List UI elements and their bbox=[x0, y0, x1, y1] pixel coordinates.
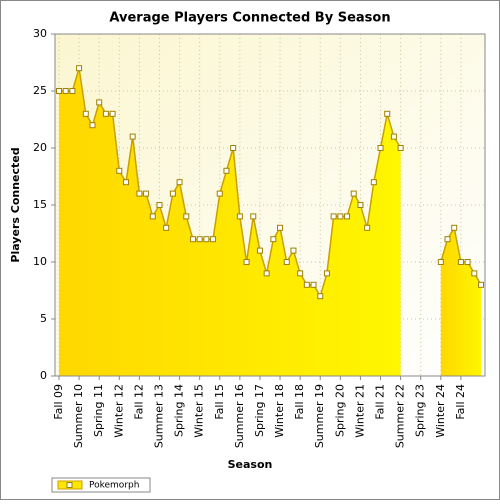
y-tick-label: 5 bbox=[40, 312, 47, 325]
x-tick-label: Summer 19 bbox=[313, 384, 326, 448]
x-tick-label: Winter 15 bbox=[193, 384, 206, 438]
marker bbox=[143, 190, 150, 197]
marker bbox=[330, 213, 337, 220]
marker bbox=[478, 281, 484, 288]
marker bbox=[56, 88, 62, 94]
y-tick-label: 25 bbox=[33, 84, 47, 97]
y-tick-label: 10 bbox=[33, 255, 47, 268]
marker bbox=[136, 190, 143, 197]
x-tick-label: Winter 21 bbox=[353, 384, 366, 438]
marker bbox=[317, 293, 324, 300]
marker bbox=[82, 110, 89, 117]
marker bbox=[451, 224, 458, 231]
line bbox=[59, 67, 402, 299]
marker bbox=[89, 122, 96, 129]
x-tick-label: Fall 15 bbox=[213, 384, 226, 420]
legend-label: Pokemorph bbox=[89, 481, 139, 491]
marker bbox=[216, 190, 223, 197]
marker bbox=[256, 247, 263, 254]
y-tick-label: 30 bbox=[33, 27, 47, 40]
x-tick-label: Winter 24 bbox=[434, 384, 447, 438]
x-tick-label: Fall 18 bbox=[293, 384, 306, 420]
x-tick-label: Fall 24 bbox=[454, 384, 467, 420]
marker bbox=[310, 281, 317, 288]
y-axis-label: Players Connected bbox=[9, 147, 22, 262]
marker bbox=[350, 190, 357, 197]
x-tick-label: Winter 18 bbox=[273, 384, 286, 438]
marker bbox=[156, 202, 163, 208]
x-tick-label: Spring 20 bbox=[333, 384, 346, 437]
x-tick-label: Fall 12 bbox=[132, 384, 145, 420]
marker bbox=[263, 270, 270, 277]
marker bbox=[223, 167, 230, 174]
x-tick-label: Fall 09 bbox=[52, 384, 65, 420]
marker bbox=[122, 179, 129, 186]
x-tick-label: Spring 17 bbox=[253, 384, 266, 437]
marker bbox=[297, 270, 304, 277]
marker bbox=[183, 213, 190, 220]
marker bbox=[243, 259, 250, 265]
y-tick-label: 20 bbox=[33, 141, 47, 154]
marker bbox=[109, 110, 116, 117]
marker bbox=[62, 88, 69, 94]
marker bbox=[377, 145, 384, 151]
marker bbox=[176, 179, 183, 186]
area bbox=[440, 227, 481, 376]
marker bbox=[323, 270, 330, 277]
x-tick-label: Summer 22 bbox=[394, 384, 407, 448]
x-tick-label: Spring 23 bbox=[414, 384, 427, 437]
marker bbox=[196, 236, 203, 243]
marker bbox=[390, 133, 397, 140]
marker bbox=[397, 145, 404, 151]
marker bbox=[290, 247, 297, 254]
marker bbox=[102, 110, 109, 117]
x-tick-label: Summer 10 bbox=[72, 384, 85, 448]
marker bbox=[357, 202, 364, 208]
marker bbox=[96, 99, 103, 106]
x-tick-label: Summer 16 bbox=[233, 384, 246, 448]
x-tick-label: Winter 12 bbox=[112, 384, 125, 438]
marker bbox=[189, 236, 196, 243]
marker bbox=[236, 213, 243, 220]
marker bbox=[464, 259, 471, 265]
x-tick-label: Spring 11 bbox=[92, 384, 105, 437]
chart-title: Average Players Connected By Season bbox=[109, 11, 390, 26]
marker bbox=[169, 190, 176, 197]
marker bbox=[344, 213, 351, 220]
marker bbox=[437, 259, 444, 265]
x-tick-label: Summer 13 bbox=[152, 384, 165, 448]
marker bbox=[250, 213, 257, 220]
y-tick-label: 0 bbox=[40, 369, 47, 382]
marker bbox=[203, 236, 210, 243]
marker bbox=[129, 133, 136, 140]
marker bbox=[471, 270, 478, 277]
marker bbox=[76, 65, 83, 72]
marker bbox=[457, 259, 464, 265]
legend-marker bbox=[66, 482, 73, 488]
x-tick-label: Fall 21 bbox=[374, 384, 387, 420]
marker bbox=[277, 224, 284, 231]
marker bbox=[270, 236, 277, 243]
marker bbox=[149, 213, 156, 220]
marker bbox=[384, 110, 391, 117]
marker bbox=[444, 236, 451, 243]
marker bbox=[283, 259, 290, 265]
marker bbox=[116, 167, 123, 174]
y-tick-label: 15 bbox=[33, 198, 47, 211]
marker bbox=[69, 88, 76, 94]
x-axis-label: Season bbox=[228, 458, 273, 471]
marker bbox=[337, 213, 344, 220]
marker bbox=[364, 224, 371, 231]
marker bbox=[163, 224, 170, 231]
marker bbox=[210, 236, 217, 243]
area bbox=[59, 68, 401, 376]
marker bbox=[303, 281, 310, 288]
marker bbox=[230, 145, 237, 151]
x-tick-label: Spring 14 bbox=[173, 384, 186, 437]
marker bbox=[370, 179, 377, 186]
